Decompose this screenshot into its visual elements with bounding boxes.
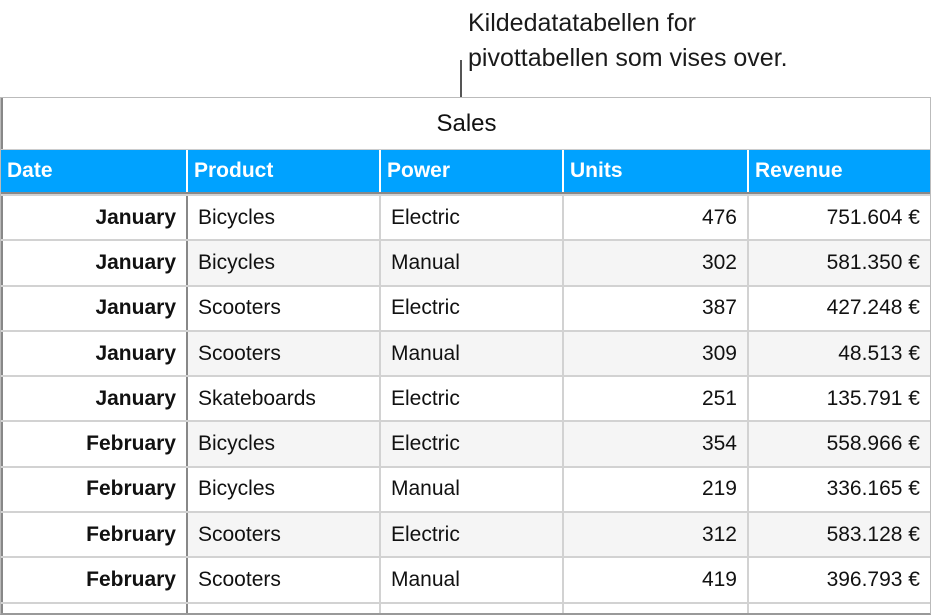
cell-power: Manual	[381, 331, 564, 376]
cell-revenue: 396.793 €	[826, 568, 920, 592]
cell-power: Electric	[381, 513, 564, 557]
cell-product: Bicycles	[188, 467, 381, 512]
cell-units: 419	[564, 558, 749, 602]
callout-line-2: pivottabellen som vises over.	[468, 44, 788, 72]
cell-units: 354	[564, 422, 749, 466]
cell-revenue: 48.513 €	[749, 331, 930, 376]
cell-empty	[564, 603, 749, 613]
cell-units: 309	[564, 331, 749, 376]
cell-power: Electric	[381, 196, 564, 240]
callout-line-1: Kildedatatabellen for	[468, 9, 696, 37]
table-row: January Scooters Manual 309 48.513 €	[1, 329, 930, 376]
header-row: Date Product Power Units Revenue	[1, 149, 930, 194]
header-revenue: Revenue	[755, 159, 843, 182]
cell-date: February	[1, 422, 188, 466]
cell-product: Bicycles	[188, 196, 381, 240]
table-row: January Skateboards Electric 251 135.791 €	[1, 375, 930, 421]
cell-revenue: 135.791 €	[826, 386, 920, 410]
cell-empty	[381, 603, 564, 613]
header-units: Units	[564, 150, 749, 192]
table-row: February Scooters Electric 312 583.128 €	[1, 511, 930, 557]
cell-units: 476	[564, 196, 749, 240]
cell-date: January	[1, 196, 188, 240]
empty-row	[1, 601, 930, 613]
cell-empty	[188, 603, 381, 613]
header-power: Power	[381, 150, 564, 192]
cell-power: Manual	[381, 467, 564, 512]
cell-empty	[749, 604, 930, 613]
cell-power: Electric	[381, 286, 564, 330]
cell-revenue: 581.350 €	[749, 241, 930, 285]
cell-power: Electric	[381, 377, 564, 421]
callout-text: Kildedatatabellen for pivottabellen som …	[468, 6, 788, 76]
cell-date: January	[1, 377, 188, 421]
cell-date: January	[1, 286, 188, 330]
cell-revenue: 558.966 €	[749, 422, 930, 466]
cell-date: February	[1, 467, 188, 512]
cell-product: Scooters	[188, 558, 381, 602]
cell-power: Electric	[381, 422, 564, 466]
cell-units: 251	[564, 377, 749, 421]
cell-date: January	[1, 331, 188, 376]
cell-date: February	[1, 558, 188, 602]
table-row: February Bicycles Electric 354 558.966 €	[1, 420, 930, 466]
cell-units: 312	[564, 513, 749, 557]
header-product: Product	[188, 150, 381, 192]
table-row: January Bicycles Electric 476 751.604 €	[1, 194, 930, 240]
cell-date: February	[1, 513, 188, 557]
cell-units: 387	[564, 286, 749, 330]
cell-revenue: 751.604 €	[826, 205, 920, 229]
cell-product: Bicycles	[188, 241, 381, 285]
cell-product: Skateboards	[188, 377, 381, 421]
cell-product: Bicycles	[188, 422, 381, 466]
header-date: Date	[1, 150, 188, 192]
cell-revenue: 427.248 €	[826, 296, 920, 320]
cell-product: Scooters	[188, 286, 381, 330]
table-row: January Bicycles Manual 302 581.350 €	[1, 239, 930, 285]
cell-units: 302	[564, 241, 749, 285]
callout-leader-line	[460, 60, 462, 98]
cell-date: January	[1, 241, 188, 285]
table-row: January Scooters Electric 387 427.248 €	[1, 284, 930, 330]
cell-product: Scooters	[188, 513, 381, 557]
cell-units: 219	[564, 467, 749, 512]
table-row: February Scooters Manual 419 396.793 €	[1, 556, 930, 602]
cell-revenue: 583.128 €	[749, 513, 930, 557]
cell-empty	[1, 603, 188, 613]
cell-product: Scooters	[188, 331, 381, 376]
table-title: Sales	[1, 98, 930, 149]
cell-revenue: 336.165 €	[826, 477, 920, 501]
sales-table: Sales Date Product Power Units Revenue J…	[0, 97, 931, 615]
cell-power: Manual	[381, 558, 564, 602]
cell-power: Manual	[381, 241, 564, 285]
table-row: February Bicycles Manual 219 336.165 €	[1, 465, 930, 512]
